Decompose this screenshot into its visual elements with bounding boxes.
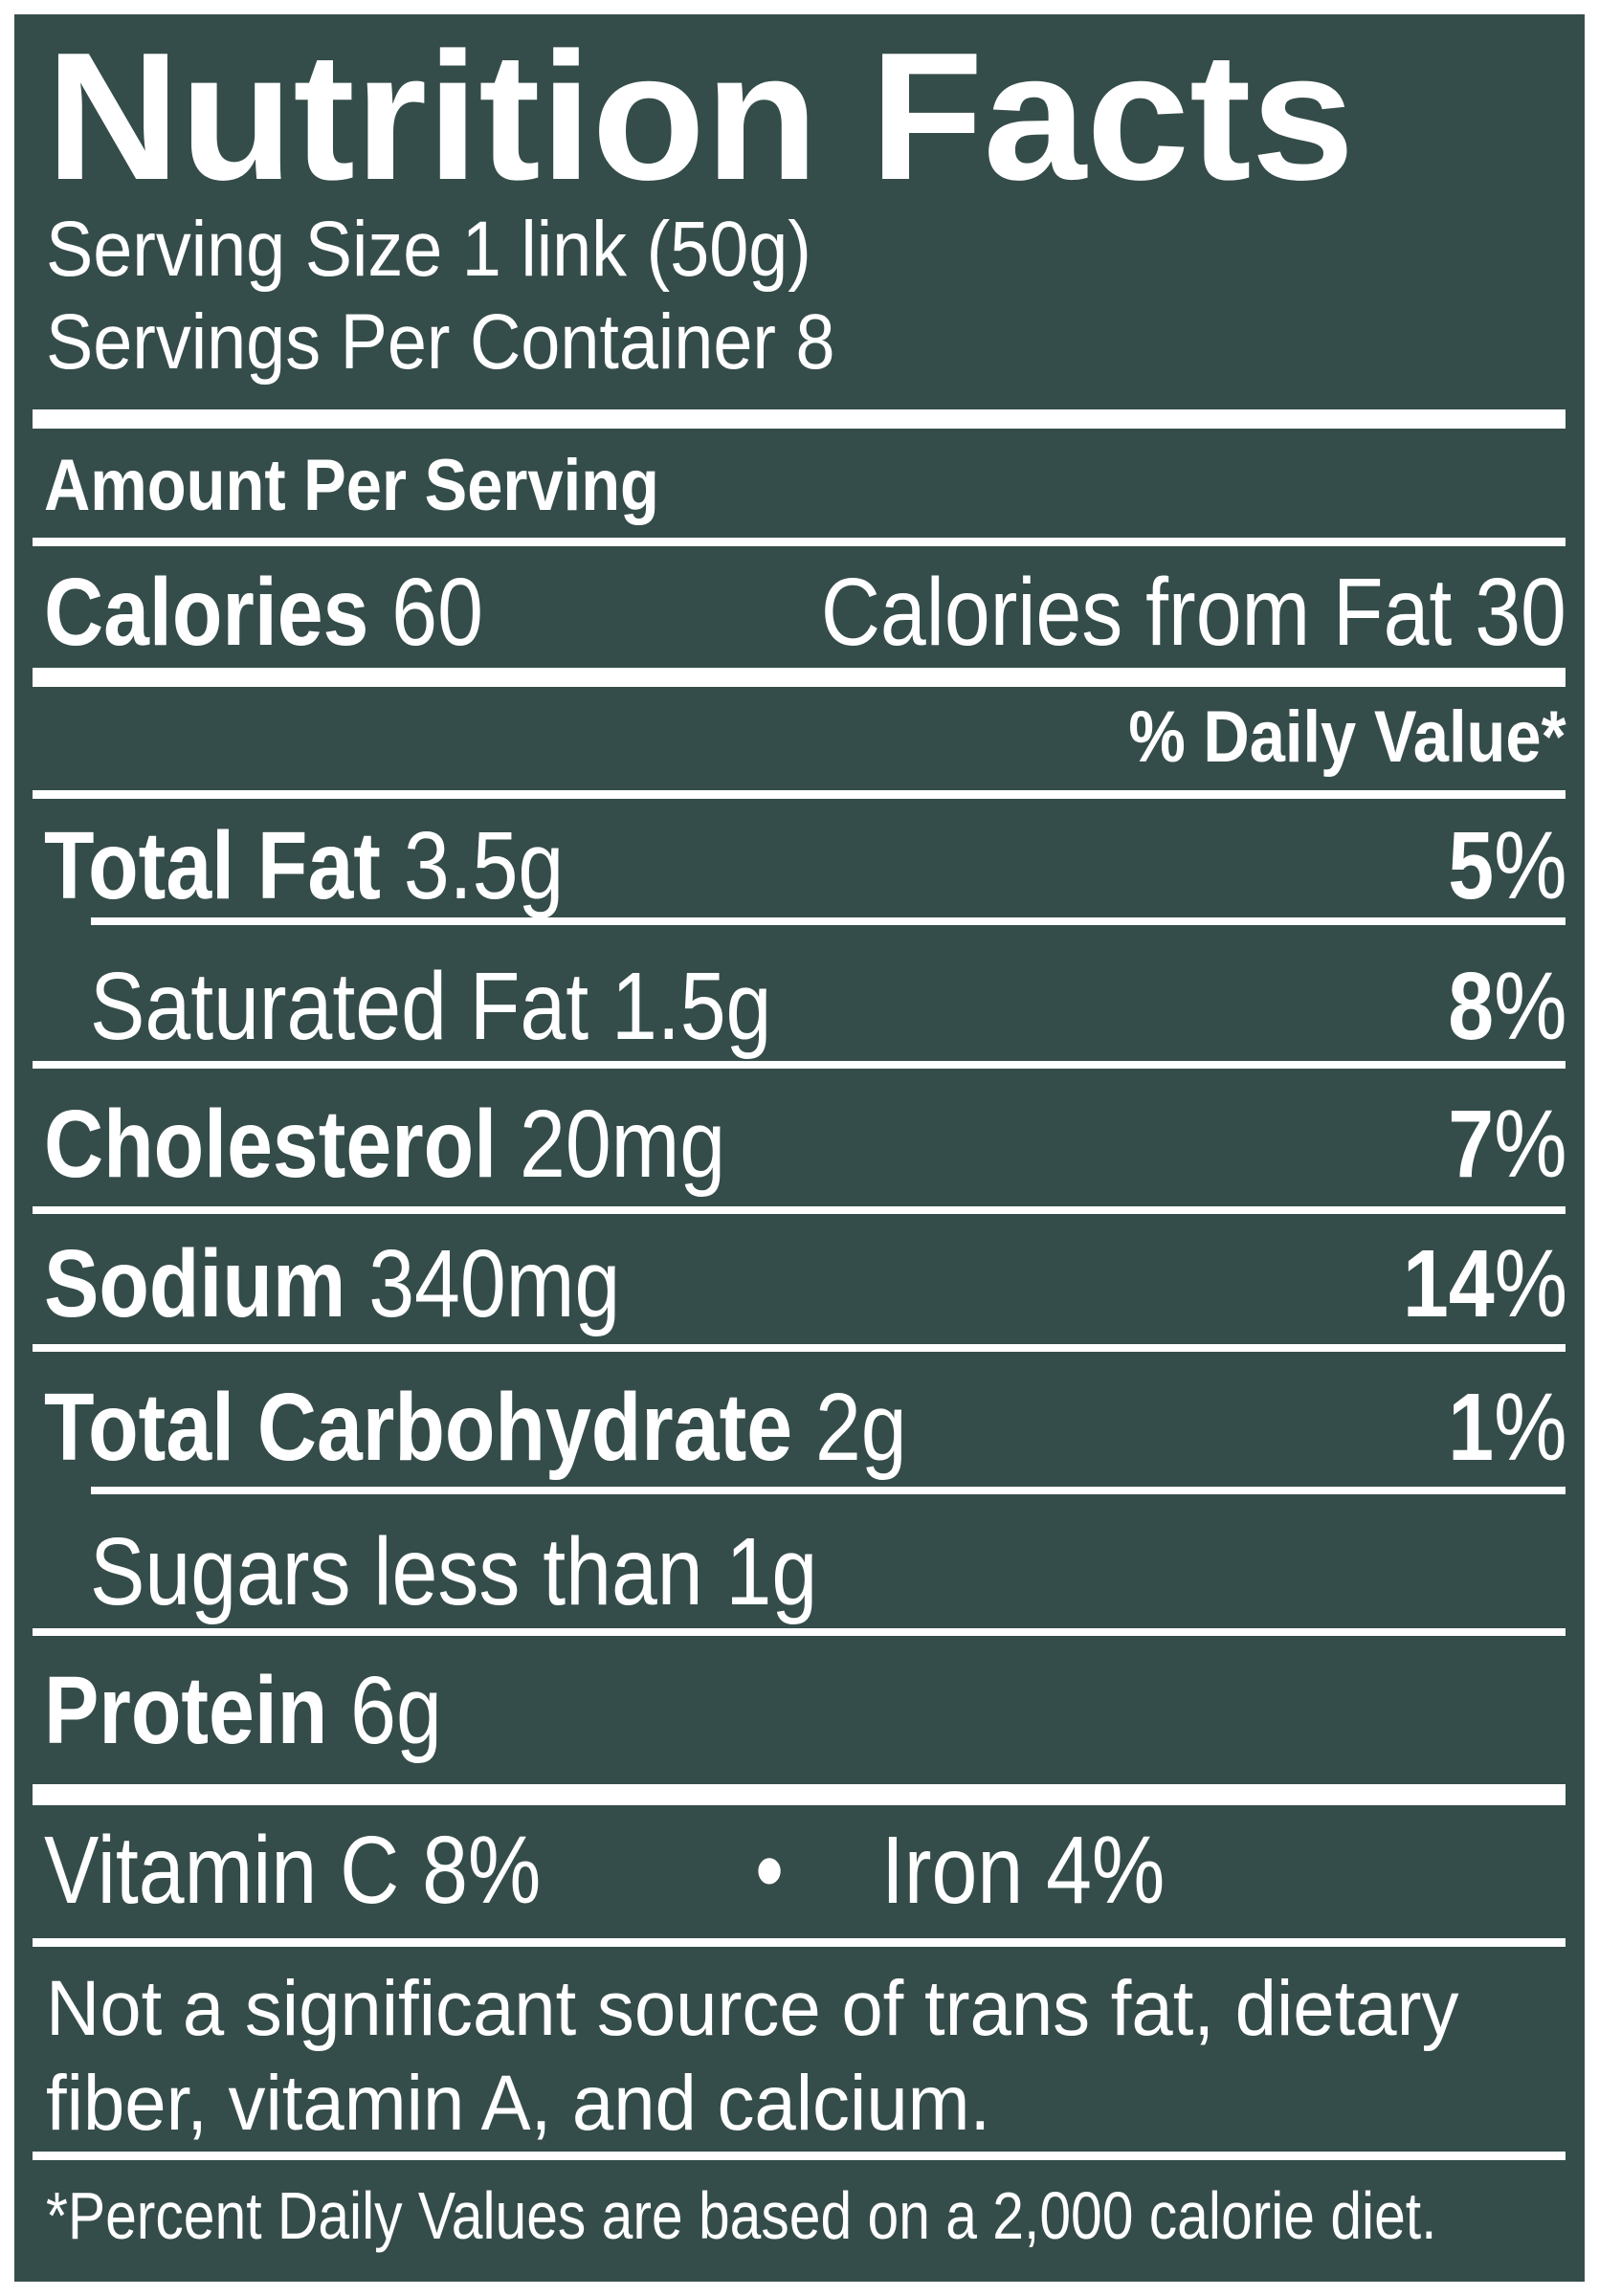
nutrient-row-total-fat: Total Fat 3.5g bbox=[44, 818, 564, 914]
serving-size: Serving Size 1 link (50g) bbox=[46, 206, 811, 293]
footnote: *Percent Daily Values are based on a 2,0… bbox=[46, 2178, 1437, 2253]
daily-value-sodium: 14% bbox=[1403, 1236, 1567, 1332]
indented-divider bbox=[91, 1487, 1566, 1494]
nutrient-amount: 1.5g bbox=[611, 953, 772, 1060]
divider bbox=[33, 1938, 1566, 1947]
daily-value-percent-sign: % bbox=[1494, 1230, 1567, 1337]
daily-value-number: 7 bbox=[1448, 1091, 1495, 1198]
calories-row: Calories 60 bbox=[44, 564, 483, 660]
servings-per-container: Servings Per Container 8 bbox=[46, 298, 835, 386]
nutrient-name: Saturated Fat bbox=[90, 953, 589, 1060]
medium-divider bbox=[33, 668, 1566, 687]
daily-value-number: 1 bbox=[1448, 1374, 1495, 1481]
nutrient-name: Protein bbox=[44, 1657, 328, 1764]
divider bbox=[33, 2152, 1566, 2160]
calories-label: Calories bbox=[44, 559, 369, 666]
nutrient-name: Sugars bbox=[90, 1518, 351, 1625]
daily-value-number: 14 bbox=[1402, 1230, 1495, 1337]
daily-value-percent-sign: % bbox=[1494, 812, 1567, 919]
daily-value-total-fat: 5% bbox=[1449, 818, 1567, 914]
nutrient-row-saturated-fat: Saturated Fat 1.5g bbox=[90, 959, 771, 1054]
vitamin-c: Vitamin C 8% bbox=[44, 1817, 542, 1924]
divider bbox=[33, 538, 1566, 546]
nutrient-amount: 340mg bbox=[368, 1230, 621, 1337]
divider bbox=[33, 1061, 1566, 1069]
nutrient-name: Cholesterol bbox=[44, 1091, 498, 1198]
nutrient-name: Total Carbohydrate bbox=[44, 1374, 793, 1481]
nutrient-amount: less than 1g bbox=[373, 1518, 818, 1625]
thick-divider bbox=[33, 409, 1566, 429]
nutrient-amount: 3.5g bbox=[403, 812, 565, 919]
daily-value-header: % Daily Value* bbox=[1128, 696, 1566, 778]
daily-value-percent-sign: % bbox=[1494, 953, 1567, 1060]
nutrition-facts-panel: Nutrition Facts Serving Size 1 link (50g… bbox=[14, 14, 1585, 2282]
nutrient-row-sugars: Sugars less than 1g bbox=[90, 1524, 817, 1620]
thick-divider bbox=[33, 1784, 1566, 1805]
label-title: Nutrition Facts bbox=[46, 15, 1355, 218]
indented-divider bbox=[91, 917, 1566, 925]
calories-value: 60 bbox=[391, 559, 483, 666]
nutrient-name: Sodium bbox=[44, 1230, 346, 1337]
divider bbox=[33, 1628, 1566, 1636]
calories-from-fat: Calories from Fat 30 bbox=[820, 559, 1566, 666]
not-significant-line-1: Not a significant source of trans fat, d… bbox=[46, 1965, 1459, 2052]
vitamin-separator: • bbox=[755, 1817, 785, 1924]
divider bbox=[33, 790, 1566, 799]
nutrient-amount: 2g bbox=[814, 1374, 907, 1481]
divider bbox=[33, 1206, 1566, 1214]
daily-value-cholesterol: 7% bbox=[1449, 1096, 1567, 1192]
daily-value-total-carbohydrate: 1% bbox=[1449, 1380, 1567, 1475]
iron: Iron 4% bbox=[881, 1817, 1166, 1924]
nutrient-row-sodium: Sodium 340mg bbox=[44, 1236, 620, 1332]
daily-value-saturated-fat: 8% bbox=[1449, 959, 1567, 1054]
nutrient-amount: 20mg bbox=[519, 1091, 726, 1198]
divider bbox=[33, 1344, 1566, 1352]
daily-value-percent-sign: % bbox=[1494, 1374, 1567, 1481]
not-significant-line-2: fiber, vitamin A, and calcium. bbox=[46, 2060, 991, 2147]
daily-value-number: 5 bbox=[1448, 812, 1495, 919]
nutrient-row-cholesterol: Cholesterol 20mg bbox=[44, 1096, 725, 1192]
daily-value-number: 8 bbox=[1448, 953, 1495, 1060]
daily-value-percent-sign: % bbox=[1494, 1091, 1567, 1198]
nutrient-name: Total Fat bbox=[44, 812, 381, 919]
nutrient-row-total-carbohydrate: Total Carbohydrate 2g bbox=[44, 1380, 907, 1475]
nutrient-row-protein: Protein 6g bbox=[44, 1663, 442, 1758]
amount-per-serving: Amount Per Serving bbox=[44, 445, 659, 526]
nutrient-amount: 6g bbox=[350, 1657, 442, 1764]
